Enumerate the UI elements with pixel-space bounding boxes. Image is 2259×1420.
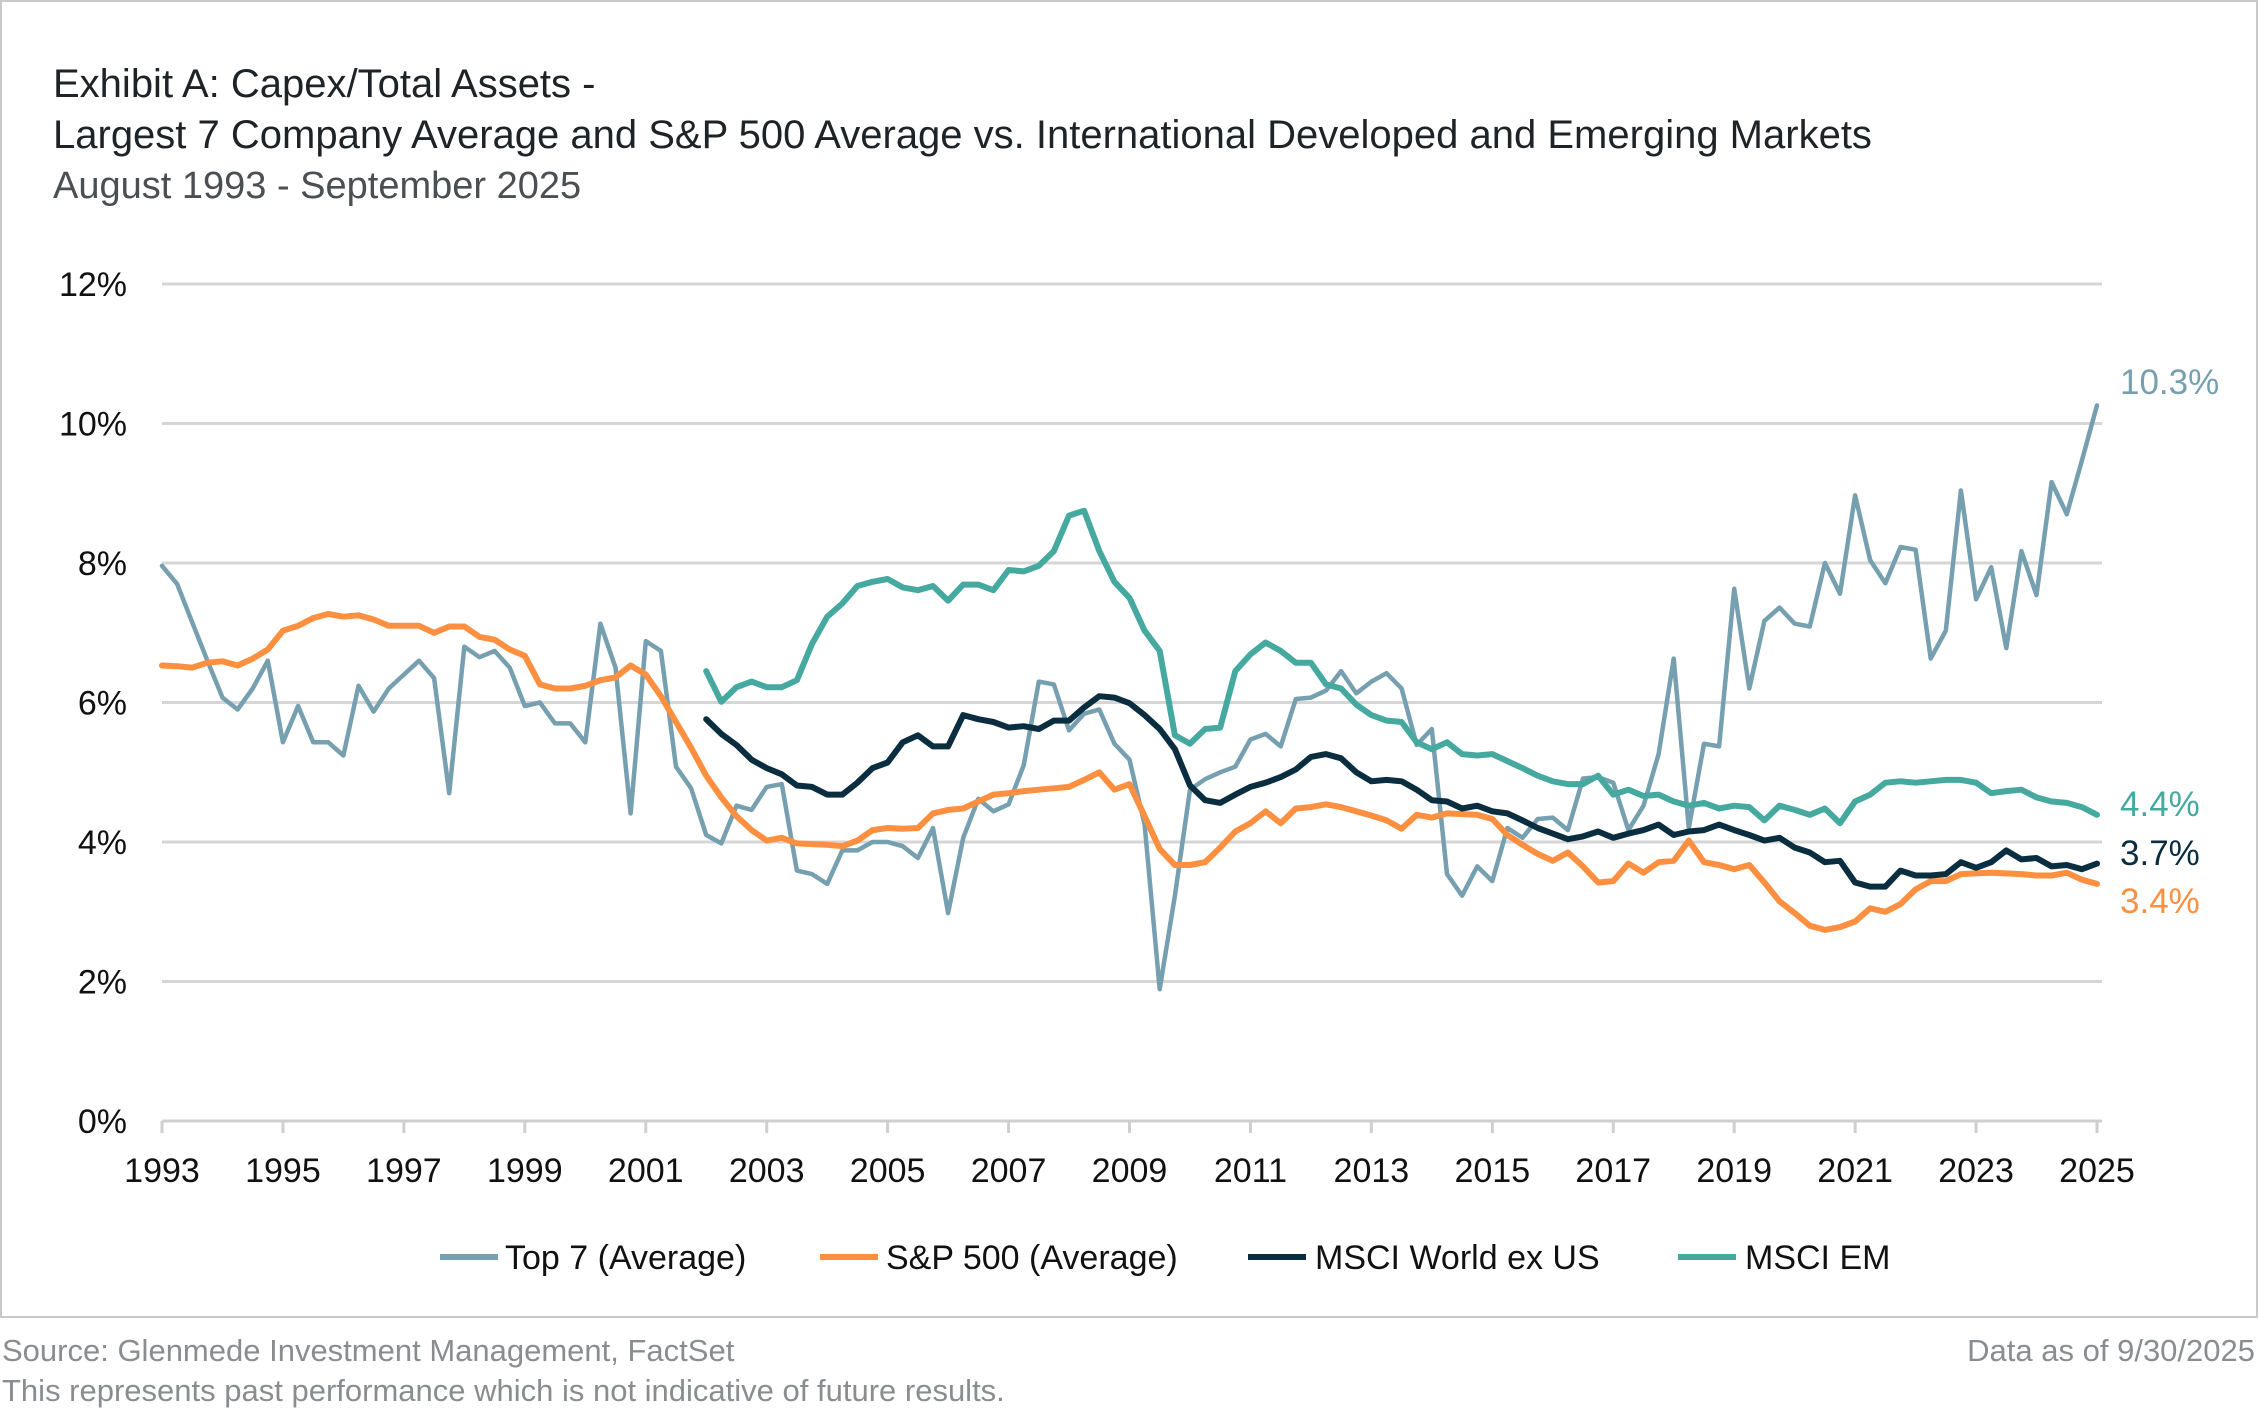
x-tick-label: 2025 [2059, 1152, 2135, 1190]
x-tick-label: 2011 [1214, 1152, 1287, 1190]
x-tick-label: 1997 [366, 1152, 442, 1190]
end-value-label: 3.7% [2120, 834, 2200, 873]
chart-period: August 1993 - September 2025 [53, 165, 581, 207]
chart-title-line1: Exhibit A: Capex/Total Assets - [53, 62, 595, 106]
legend-label: MSCI World ex US [1315, 1239, 1600, 1277]
x-tick-label: 2015 [1454, 1152, 1530, 1190]
chart-frame [0, 0, 2258, 1318]
x-tick-label: 2013 [1334, 1152, 1410, 1190]
x-tick-label: 2009 [1092, 1152, 1168, 1190]
series-line-top-7-average- [159, 403, 2100, 992]
x-tick-label: 1993 [124, 1152, 200, 1190]
disclaimer-note: This represents past performance which i… [2, 1373, 1005, 1408]
legend-label: Top 7 (Average) [505, 1239, 746, 1277]
x-tick-label: 2023 [1938, 1152, 2014, 1190]
y-tick-label: 0% [78, 1103, 127, 1141]
x-tick-label: 2005 [850, 1152, 926, 1190]
series-line-msci-world-ex-us [703, 693, 2100, 890]
source-note: Source: Glenmede Investment Management, … [2, 1333, 735, 1368]
x-axis-ticks: 1993 1995 1997 1999 2001 2003 2005 2007 2009 2011… [124, 1121, 2135, 1190]
x-tick-label: 2021 [1817, 1152, 1893, 1190]
legend: Top 7 (Average) S&P 500 (Average) MSCI Wor… [440, 1239, 1890, 1277]
series-lines [159, 403, 2100, 992]
y-tick-label: 10% [59, 406, 127, 444]
y-axis-ticks: 0% 2% 4% 6% 8% 10% 12% [59, 266, 127, 1141]
end-value-label: 4.4% [2120, 785, 2200, 824]
y-tick-label: 6% [78, 685, 127, 723]
end-value-label: 10.3% [2120, 363, 2219, 402]
x-tick-label: 1999 [487, 1152, 563, 1190]
x-tick-label: 1995 [245, 1152, 321, 1190]
end-labels: 10.3% 4.4% 3.4% 3.7% [2120, 363, 2219, 921]
data-as-of: Data as of 9/30/2025 [1967, 1333, 2255, 1368]
end-value-label: 3.4% [2120, 882, 2200, 921]
y-tick-label: 4% [78, 824, 127, 862]
y-tick-label: 12% [59, 266, 127, 304]
gridlines [162, 282, 2102, 1123]
series-line-s-p-500-average- [159, 610, 2100, 933]
x-tick-label: 2001 [608, 1152, 684, 1190]
chart-title-line2: Largest 7 Company Average and S&P 500 Av… [53, 113, 1872, 157]
legend-label: MSCI EM [1745, 1239, 1890, 1277]
x-tick-label: 2019 [1696, 1152, 1772, 1190]
x-tick-label: 2003 [729, 1152, 805, 1190]
x-tick-label: 2007 [971, 1152, 1047, 1190]
series-line-msci-em [703, 507, 2100, 827]
legend-label: S&P 500 (Average) [886, 1239, 1178, 1277]
x-tick-label: 2017 [1575, 1152, 1651, 1190]
y-tick-label: 2% [78, 964, 127, 1002]
y-tick-label: 8% [78, 545, 127, 583]
